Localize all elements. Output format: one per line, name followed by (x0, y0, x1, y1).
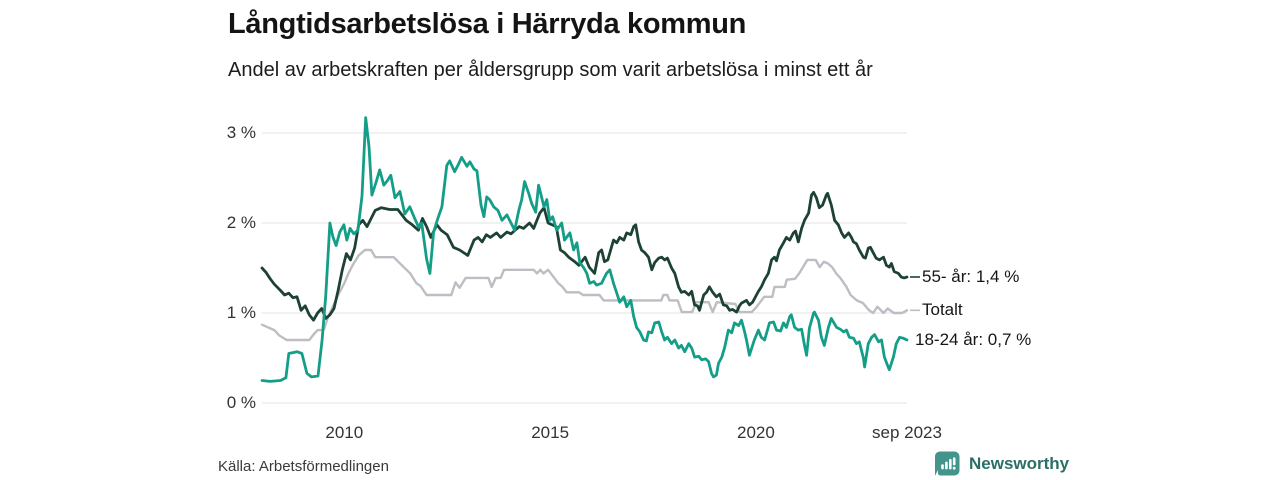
y-axis-tick-label: 1 % (226, 303, 256, 322)
x-axis-tick-label: 2020 (737, 423, 775, 442)
series-end-label-55-plus: 55- år: 1,4 % (922, 267, 1020, 286)
page-subtitle: Andel av arbetskraften per åldersgrupp s… (228, 59, 873, 81)
y-axis-tick-label: 0 % (226, 393, 256, 412)
x-axis-tick-label: 2015 (531, 423, 570, 442)
series-line-totalt (260, 248, 909, 342)
brand-name: Newsworthy (969, 453, 1070, 473)
y-axis-tick-label: 3 % (226, 123, 256, 142)
series-line-18-24 (260, 116, 909, 383)
newsworthy-bubble-barchart-icon (934, 451, 960, 476)
brand-logo: Newsworthy (934, 450, 1069, 477)
y-axis-tick-label: 2 % (226, 213, 256, 232)
x-axis-tick-label: sep 2023 (872, 423, 942, 442)
series-end-label-18-24: 18-24 år: 0,7 % (915, 330, 1032, 349)
series-end-label-totalt: Totalt (922, 300, 963, 320)
x-axis-tick-label: 2010 (325, 423, 364, 442)
page-title: Långtidsarbetslösa i Härryda kommun (228, 8, 747, 40)
series-line-55-plus (260, 190, 909, 322)
source-note: Källa: Arbetsförmedlingen (218, 458, 389, 475)
